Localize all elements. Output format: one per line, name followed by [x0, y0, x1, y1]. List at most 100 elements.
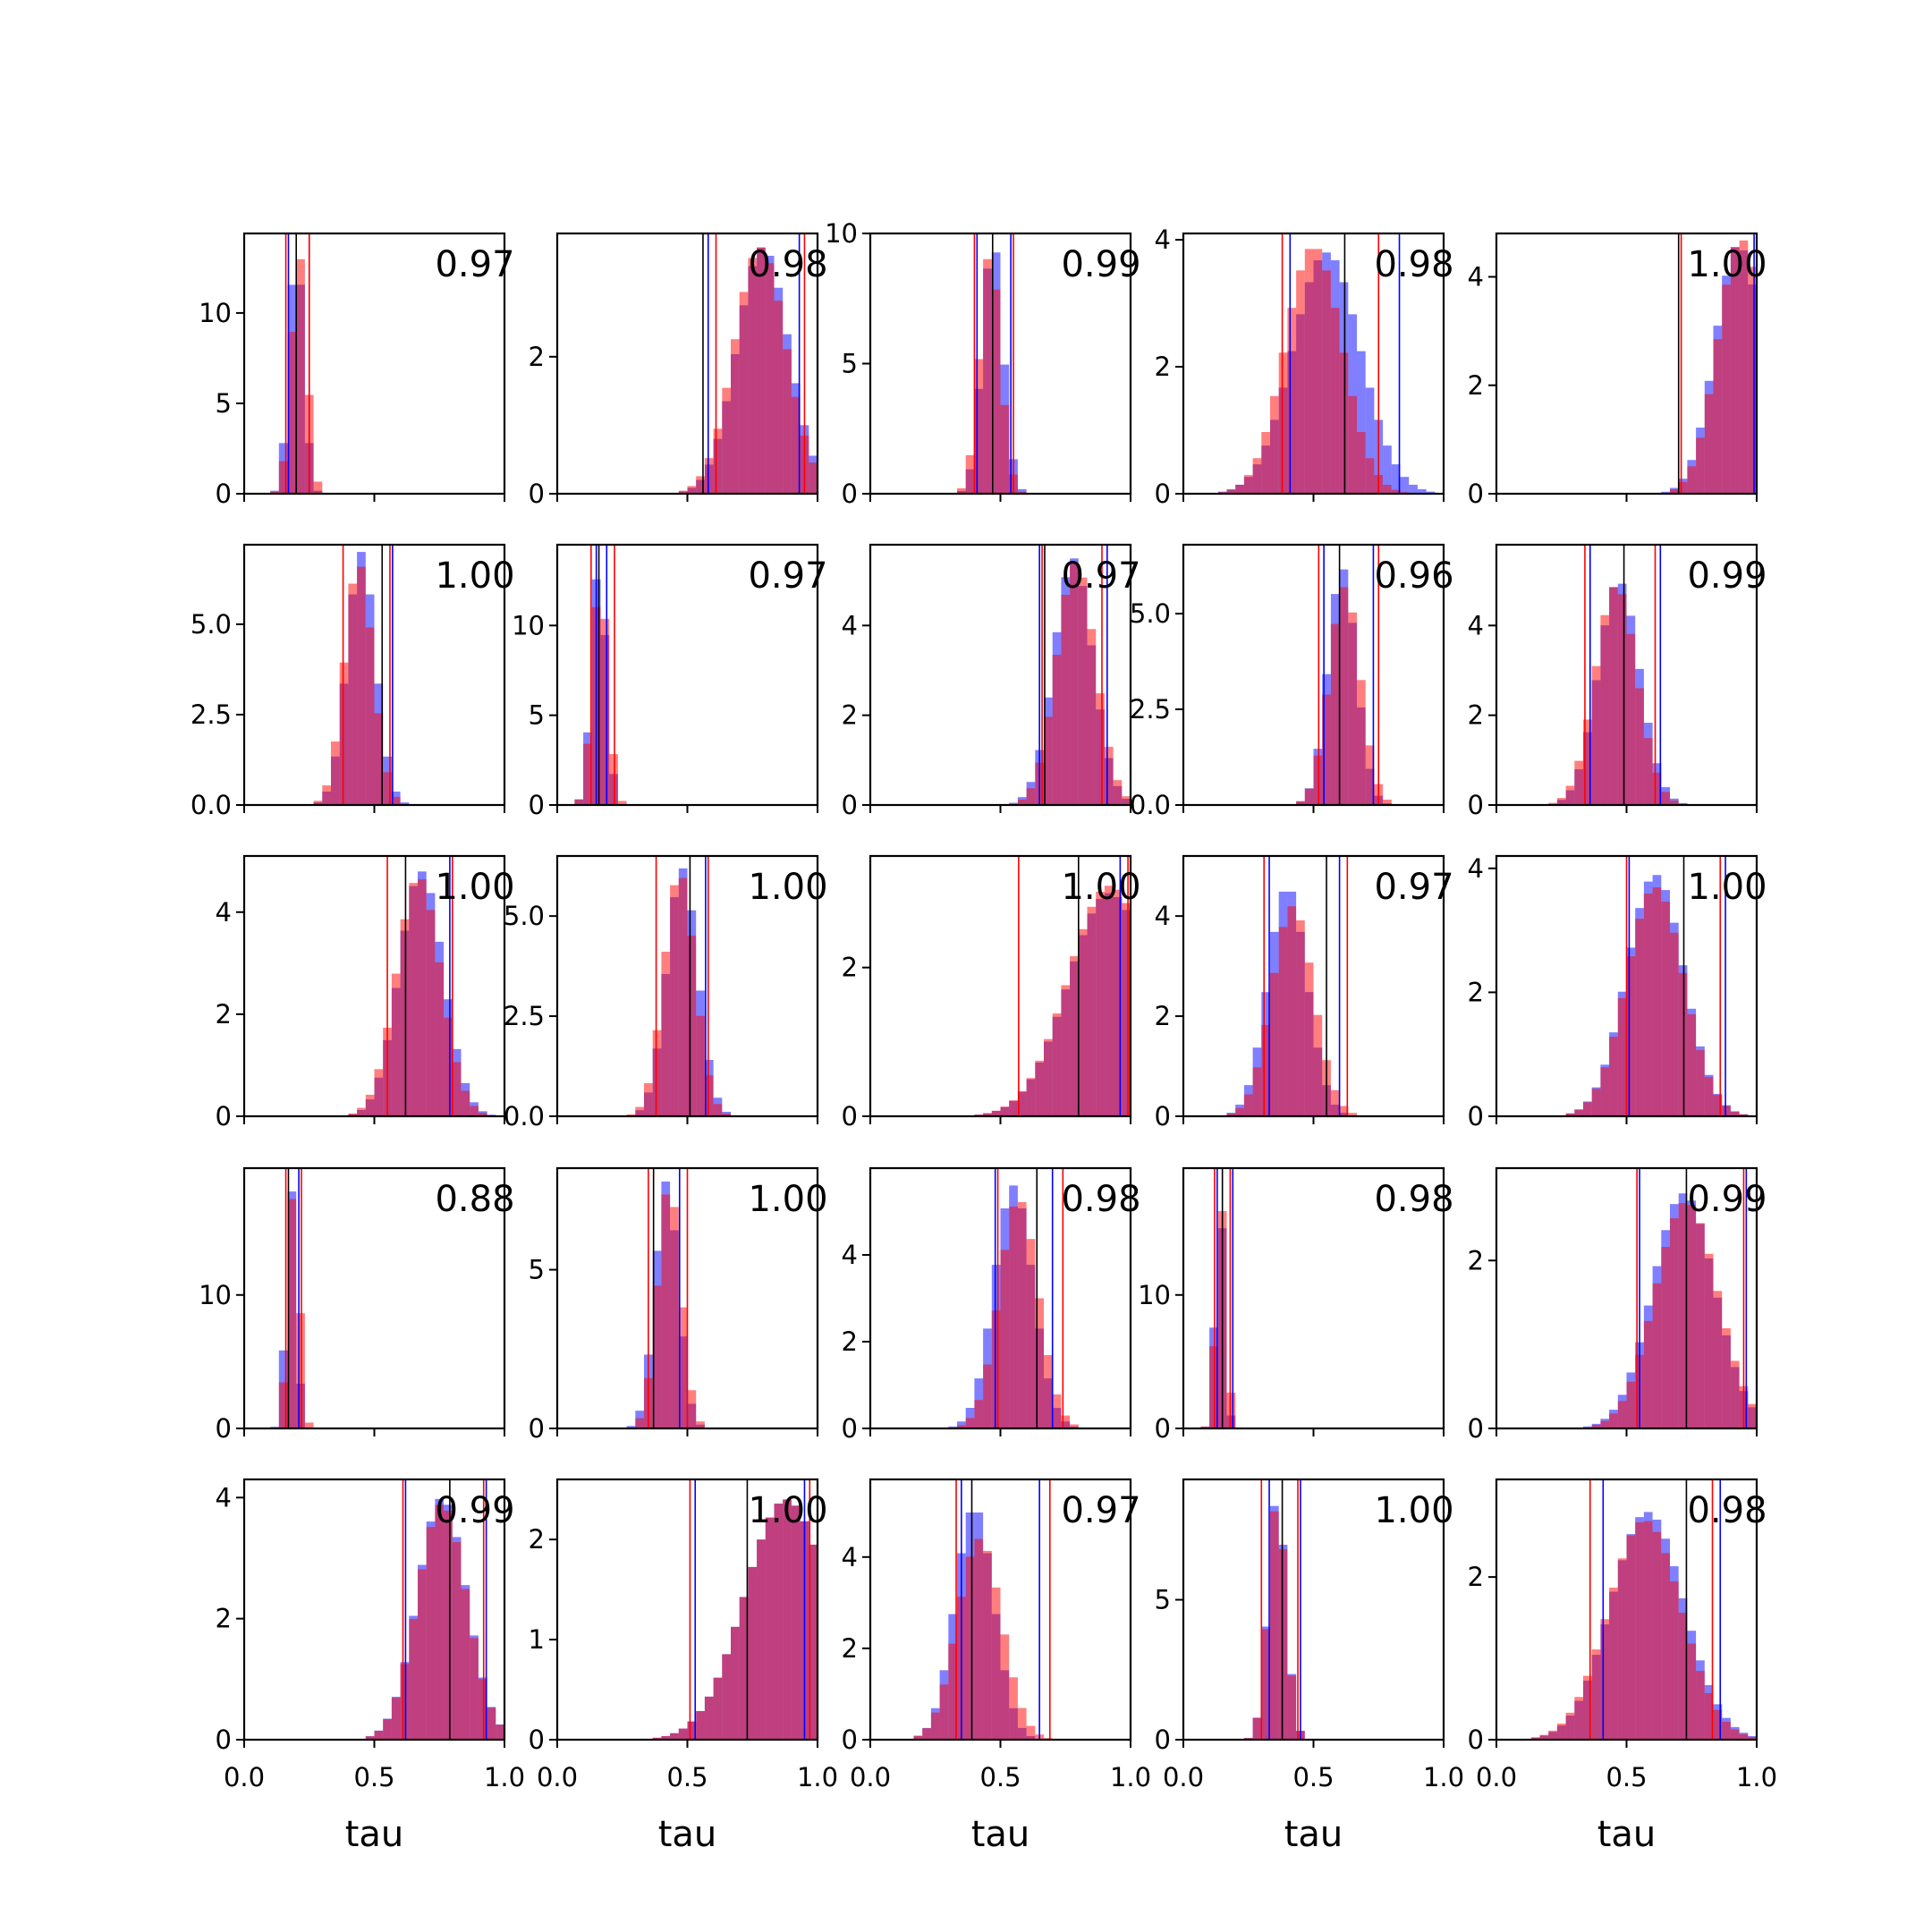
panel-value-label: 0.98 — [1374, 244, 1453, 285]
y-tick-label: 0 — [842, 1101, 858, 1131]
red-bar — [1070, 956, 1079, 1116]
panel-value-label: 1.00 — [748, 867, 827, 908]
red-bar — [713, 1677, 723, 1740]
y-tick-label: 0 — [216, 1101, 232, 1131]
histogram-panel-21: 0 2 4 0.0 0.5 1.0 0.99 tau — [216, 1478, 525, 1855]
red-bar — [1270, 972, 1279, 1116]
red-bar — [1548, 1730, 1557, 1740]
red-bar — [1017, 491, 1027, 494]
red-bar — [722, 387, 731, 494]
histogram-panel-14: 0 2 4 0.97 — [1155, 854, 1454, 1131]
blue-bar — [1426, 491, 1436, 494]
panel-value-label: 0.97 — [435, 244, 514, 285]
red-bar — [1348, 1113, 1357, 1116]
red-bar — [1643, 1320, 1653, 1428]
red-bar — [452, 1542, 462, 1740]
panel-value-label: 1.00 — [1374, 1490, 1453, 1531]
red-bar — [678, 490, 688, 494]
red-bar — [1009, 1100, 1018, 1116]
red-bar — [1096, 891, 1105, 1116]
red-bar — [1696, 1671, 1705, 1740]
blue-bar — [1417, 488, 1427, 494]
red-bar — [1626, 633, 1636, 805]
y-tick-label: 4 — [1468, 610, 1484, 640]
red-bar — [1243, 475, 1253, 494]
red-bar — [1713, 1095, 1723, 1116]
red-bar — [1617, 1401, 1627, 1428]
y-tick-label: 0 — [1155, 1413, 1171, 1444]
histogram-panel-1: 0 5 10 0.97 — [199, 232, 515, 509]
red-bar — [1061, 985, 1071, 1116]
red-histogram — [974, 886, 1131, 1116]
red-bar — [1556, 1723, 1566, 1740]
red-bar — [348, 1113, 358, 1116]
histogram-panel-17: 051.00 — [529, 1166, 828, 1444]
panel-value-label: 0.99 — [1687, 555, 1767, 597]
y-tick-label: 10 — [825, 218, 858, 249]
red-bar — [1687, 1013, 1697, 1116]
red-bar — [365, 1736, 375, 1740]
red-bar — [1348, 395, 1357, 494]
panel-value-label: 0.98 — [1374, 1179, 1453, 1220]
red-bar — [1330, 623, 1340, 805]
red-bar — [1061, 594, 1071, 805]
red-bar — [374, 1069, 384, 1116]
y-tick-label: 4 — [216, 897, 232, 928]
red-bar — [1009, 1206, 1018, 1428]
red-bar — [765, 263, 775, 494]
red-histogram — [635, 1194, 705, 1428]
y-tick-label: 2 — [1468, 1245, 1484, 1275]
red-bar — [765, 1517, 775, 1740]
red-bar — [1661, 1553, 1670, 1740]
red-bar — [991, 1587, 1001, 1740]
y-tick-label: 0 — [1468, 479, 1484, 509]
red-bar — [1357, 680, 1366, 805]
red-bar — [1226, 1114, 1236, 1116]
red-bar — [348, 583, 358, 805]
red-bar — [687, 1390, 697, 1428]
red-bar — [1026, 1725, 1036, 1740]
red-bar — [313, 481, 323, 494]
red-bar — [1635, 688, 1644, 805]
red-bar — [1635, 919, 1644, 1116]
red-bar — [783, 1499, 792, 1740]
red-bar — [1626, 1381, 1636, 1428]
red-histogram — [1217, 249, 1410, 494]
y-tick-label: 4 — [1155, 225, 1171, 255]
red-bar — [1078, 577, 1088, 805]
panel-value-label: 0.88 — [435, 1179, 514, 1220]
red-bar — [731, 1626, 740, 1740]
panel-value-label: 0.99 — [1687, 1179, 1767, 1220]
red-bar — [1278, 352, 1288, 494]
red-bar — [1617, 1558, 1627, 1740]
red-bar — [1678, 1613, 1688, 1740]
y-tick-label: 5 — [1155, 1585, 1171, 1615]
y-tick-label: 2.5 — [1130, 694, 1171, 724]
red-bar — [696, 1710, 705, 1740]
y-tick-label: 2 — [842, 700, 858, 731]
red-bar — [1643, 738, 1653, 805]
red-bar — [1600, 614, 1610, 805]
y-tick-label: 0 — [842, 790, 858, 820]
panel-value-label: 1.00 — [748, 1490, 827, 1531]
red-bar — [1626, 1535, 1636, 1740]
red-bar — [418, 1569, 427, 1740]
red-bar — [1722, 1106, 1731, 1116]
red-histogram — [1243, 1511, 1305, 1740]
red-bar — [1061, 1415, 1071, 1428]
red-bar — [278, 1382, 288, 1428]
red-bar — [304, 1422, 314, 1428]
red-bar — [748, 258, 758, 494]
red-bar — [1017, 1707, 1027, 1740]
histogram-panel-9: 0.0 2.5 5.0 0.96 — [1130, 543, 1454, 820]
red-bar — [1391, 489, 1401, 494]
red-bar — [1252, 1067, 1262, 1116]
red-bar — [922, 1728, 931, 1740]
panel-value-label: 1.00 — [1061, 867, 1140, 908]
panel-value-label: 0.99 — [435, 1490, 514, 1531]
red-bar — [1235, 1107, 1244, 1116]
histogram-panel-23: 0 2 4 0.0 0.5 1.0 0.97 tau — [842, 1478, 1151, 1855]
red-bar — [1530, 1737, 1540, 1740]
y-tick-label: 0 — [842, 1724, 858, 1755]
blue-bar — [1409, 484, 1418, 494]
